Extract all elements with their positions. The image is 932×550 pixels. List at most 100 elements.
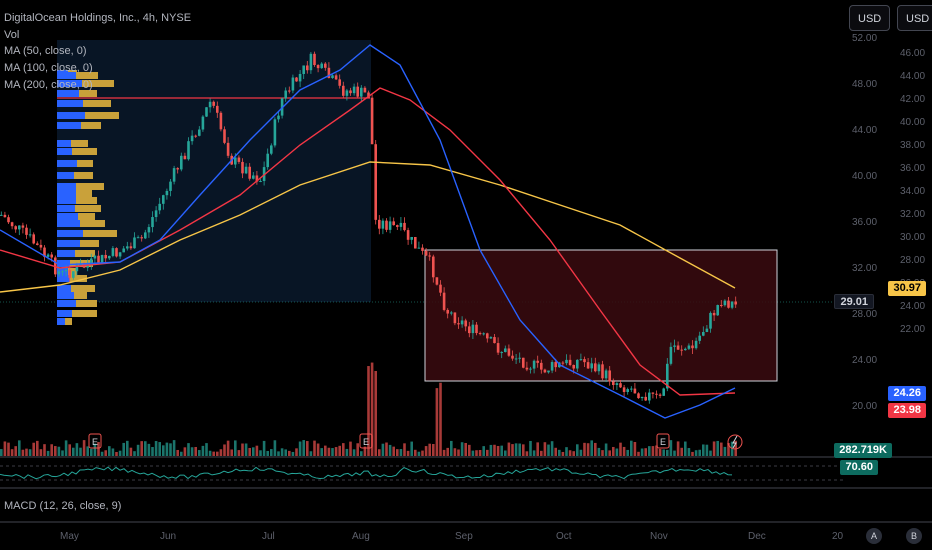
- candle-body: [93, 255, 97, 259]
- candle-body: [633, 388, 637, 394]
- price-tick-inner: 32.00: [852, 263, 878, 274]
- candle-body: [28, 234, 32, 236]
- volume-bar: [680, 447, 683, 456]
- volume-bar: [18, 440, 21, 456]
- ma200-legend[interactable]: MA (200, close, 0): [4, 79, 93, 91]
- volume-bar: [471, 450, 475, 456]
- volume-bar: [223, 444, 226, 456]
- volume-bar: [21, 449, 25, 456]
- volume-bar: [417, 451, 421, 456]
- volume-profile-up: [57, 140, 71, 147]
- volume-bar: [662, 449, 665, 456]
- candle-body: [669, 346, 673, 364]
- volume-bar: [93, 443, 97, 456]
- volume-bar: [644, 448, 647, 456]
- ma50-legend[interactable]: MA (50, close, 0): [4, 45, 87, 57]
- volume-bar: [72, 447, 75, 456]
- volume-profile-down: [75, 205, 101, 212]
- volume-bar: [295, 448, 298, 456]
- volume-bar: [547, 444, 550, 456]
- candle-body: [439, 284, 442, 293]
- price-tick-inner: 48.00: [852, 79, 878, 90]
- candle-body: [25, 227, 28, 235]
- volume-bar: [331, 448, 334, 456]
- volume-bar: [504, 450, 507, 456]
- volume-bar: [201, 445, 205, 456]
- volume-bar: [424, 446, 428, 456]
- volume-bar: [500, 445, 503, 456]
- candle-body: [216, 105, 219, 113]
- volume-profile-down: [72, 310, 97, 317]
- candle-body: [594, 363, 597, 372]
- candle-body: [576, 359, 579, 369]
- candle-body: [97, 255, 100, 264]
- volume-bar: [702, 444, 705, 456]
- volume-bar: [61, 450, 64, 456]
- candle-body: [295, 77, 298, 82]
- candle-body: [158, 203, 161, 211]
- candle-body: [356, 86, 359, 97]
- macd-legend[interactable]: MACD (12, 26, close, 9): [4, 500, 122, 512]
- ma100-legend[interactable]: MA (100, close, 0): [4, 62, 93, 74]
- candle-body: [723, 300, 727, 306]
- volume-bar: [561, 451, 565, 456]
- candle-body: [493, 337, 496, 344]
- candle-body: [115, 248, 118, 257]
- volume-bar: [284, 449, 287, 456]
- price-tick: 46.00: [900, 48, 926, 59]
- auto-scale-button[interactable]: A: [866, 528, 882, 544]
- volume-profile-up: [57, 310, 72, 317]
- volume-profile-up: [57, 80, 82, 87]
- candle-body: [676, 345, 680, 350]
- candle-body: [396, 225, 399, 227]
- volume-profile-down: [78, 213, 95, 220]
- month-label: Dec: [748, 531, 766, 542]
- log-scale-button[interactable]: B: [906, 528, 922, 544]
- volume-bar: [205, 443, 208, 456]
- candle-body: [684, 348, 687, 351]
- volume-bar: [158, 442, 161, 456]
- symbol-title[interactable]: DigitalOcean Holdings, Inc., 4h, NYSE: [4, 12, 192, 24]
- currency-button-2[interactable]: USD: [897, 5, 932, 31]
- volume-bar: [248, 447, 251, 456]
- volume-profile-down: [80, 220, 105, 227]
- volume-bar: [108, 446, 111, 456]
- volume-bar: [3, 441, 7, 456]
- candle-body: [0, 214, 3, 216]
- volume-bar: [176, 449, 179, 456]
- candle-body: [385, 220, 388, 230]
- candle-body: [446, 309, 449, 314]
- volume-bar: [14, 446, 17, 456]
- candle-body: [266, 153, 269, 168]
- volume-bar: [338, 445, 341, 456]
- volume-legend[interactable]: Vol: [4, 29, 20, 41]
- ma50-price-tag: 23.98: [888, 403, 926, 418]
- volume-bar: [475, 450, 478, 456]
- lightning-icon-glyph: [732, 435, 738, 449]
- volume-bar: [104, 450, 107, 456]
- volume-bar: [442, 449, 446, 456]
- lightning-icon: [727, 434, 743, 450]
- volume-bar: [345, 448, 349, 456]
- volume-bar: [133, 451, 136, 456]
- volume-bar: [698, 449, 701, 456]
- candle-body: [640, 396, 644, 399]
- volume-bar: [32, 442, 35, 456]
- volume-bar: [640, 448, 644, 456]
- candle-body: [352, 86, 356, 94]
- volume-bar: [313, 440, 316, 456]
- volume-bar: [252, 447, 255, 456]
- volume-bar: [590, 440, 593, 456]
- candle-body: [212, 101, 215, 106]
- volume-bar: [75, 443, 79, 456]
- price-tick-inner: 52.00: [852, 33, 878, 44]
- candle-body: [514, 358, 518, 360]
- candle-body: [57, 271, 61, 275]
- candle-body: [702, 332, 705, 336]
- volume-bar: [115, 451, 118, 456]
- price-tick: 32.00: [900, 209, 926, 220]
- candle-body: [622, 387, 626, 392]
- candle-body: [208, 101, 212, 108]
- currency-button-1[interactable]: USD: [849, 5, 891, 31]
